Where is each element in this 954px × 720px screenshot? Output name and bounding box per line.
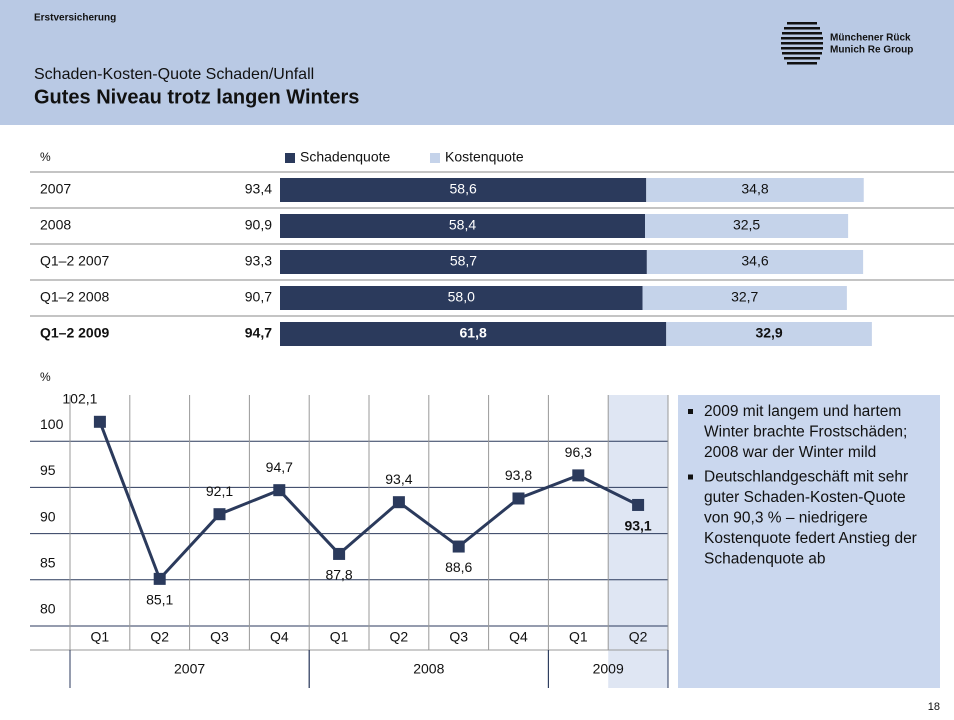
row-label: 2008 xyxy=(40,217,71,233)
x-tick-label: Q2 xyxy=(150,629,169,645)
x-tick-label: Q2 xyxy=(629,629,648,645)
x-tick-label: Q3 xyxy=(449,629,468,645)
line xyxy=(98,421,639,582)
value-label: 93,1 xyxy=(624,518,651,534)
value-label: 87,8 xyxy=(325,567,352,583)
bar-value-label: 32,5 xyxy=(733,217,760,233)
row-label: 2007 xyxy=(40,181,71,197)
bar-value-label: 34,8 xyxy=(741,181,768,197)
total-label: 90,7 xyxy=(245,289,272,305)
y-tick-label: 80 xyxy=(40,601,56,617)
note-text: Deutschlandgeschäft mit sehr guter Schade… xyxy=(704,469,917,568)
value-label: 88,6 xyxy=(445,559,472,575)
bar-segment xyxy=(666,322,872,346)
bar-value-label: 58,7 xyxy=(450,253,477,269)
value-label: 92,1 xyxy=(206,483,233,499)
y-tick-label: 95 xyxy=(40,462,56,478)
point-marker xyxy=(213,508,226,521)
legend-label: Schadenquote xyxy=(300,149,391,165)
logo-icon xyxy=(781,22,823,65)
group-label: 2009 xyxy=(593,661,624,677)
bar-segment xyxy=(280,214,645,238)
point-marker xyxy=(93,415,106,428)
section: Erstversicherung xyxy=(34,13,116,24)
row-label: Q1–2 2009 xyxy=(40,325,109,341)
point-marker xyxy=(572,469,585,482)
point-marker xyxy=(512,492,525,505)
bar-segment xyxy=(280,322,667,346)
value-label: 94,7 xyxy=(266,459,293,475)
value-label: 85,1 xyxy=(146,592,173,608)
point-marker xyxy=(632,498,645,511)
value-label: 102,1 xyxy=(62,390,97,406)
logo-text: Münchener Rück xyxy=(830,33,911,44)
value-label: 93,8 xyxy=(505,467,532,483)
legend-swatch xyxy=(285,153,295,163)
x-tick-label: Q4 xyxy=(270,629,289,645)
total-label: 93,4 xyxy=(245,181,272,197)
x-tick-label: Q1 xyxy=(91,629,110,645)
bar-value-label: 58,0 xyxy=(448,289,475,305)
value-label: 96,3 xyxy=(565,444,592,460)
total-label: 94,7 xyxy=(245,325,272,341)
point-marker xyxy=(153,572,166,585)
bar-value-label: 32,9 xyxy=(755,325,782,341)
bar-segment xyxy=(646,250,864,274)
group-label: 2008 xyxy=(413,661,444,677)
bar-value-label: 58,6 xyxy=(450,181,477,197)
logo-text: Munich Re Group xyxy=(830,45,913,56)
bullet xyxy=(688,474,693,480)
row-label: Q1–2 2008 xyxy=(40,289,109,305)
bar-segment xyxy=(280,178,647,202)
bar-segment xyxy=(280,250,647,274)
bar-value-label: 61,8 xyxy=(460,325,487,341)
bar-value-label: 34,6 xyxy=(741,253,768,269)
highlight-column xyxy=(608,395,668,688)
unit-label: % xyxy=(40,370,51,384)
note-text: 2009 mit langem und hartem Winter brachte… xyxy=(704,403,907,461)
x-tick-label: Q1 xyxy=(569,629,588,645)
value-label: 93,4 xyxy=(385,471,412,487)
x-tick-label: Q4 xyxy=(509,629,528,645)
bar-value-label: 58,4 xyxy=(449,217,476,233)
x-tick-label: Q1 xyxy=(330,629,349,645)
title: Gutes Niveau trotz langen Winters xyxy=(34,86,359,108)
subtitle: Schaden-Kosten-Quote Schaden/Unfall xyxy=(34,66,314,83)
page-number: 18 xyxy=(928,701,940,713)
note-box xyxy=(678,395,940,688)
total-label: 90,9 xyxy=(245,217,272,233)
y-tick-label: 85 xyxy=(40,555,56,571)
point-marker xyxy=(392,496,405,509)
legend-label: Kostenquote xyxy=(445,149,524,165)
bar-segment xyxy=(642,286,847,310)
y-tick-label: 90 xyxy=(40,508,56,524)
bar-segment xyxy=(280,286,643,310)
unit-label: % xyxy=(40,150,51,164)
bar-value-label: 32,7 xyxy=(731,289,758,305)
total-label: 93,3 xyxy=(245,253,272,269)
x-tick-label: Q2 xyxy=(390,629,409,645)
row-label: Q1–2 2007 xyxy=(40,253,109,269)
bullet xyxy=(688,409,693,414)
point-marker xyxy=(273,484,286,497)
point-marker xyxy=(452,540,465,553)
group-label: 2007 xyxy=(174,661,205,677)
legend-swatch xyxy=(430,153,440,163)
point-marker xyxy=(333,547,346,560)
y-tick-label: 100 xyxy=(40,416,64,432)
bar-segment xyxy=(645,214,849,238)
bar-segment xyxy=(646,178,864,202)
x-tick-label: Q3 xyxy=(210,629,229,645)
